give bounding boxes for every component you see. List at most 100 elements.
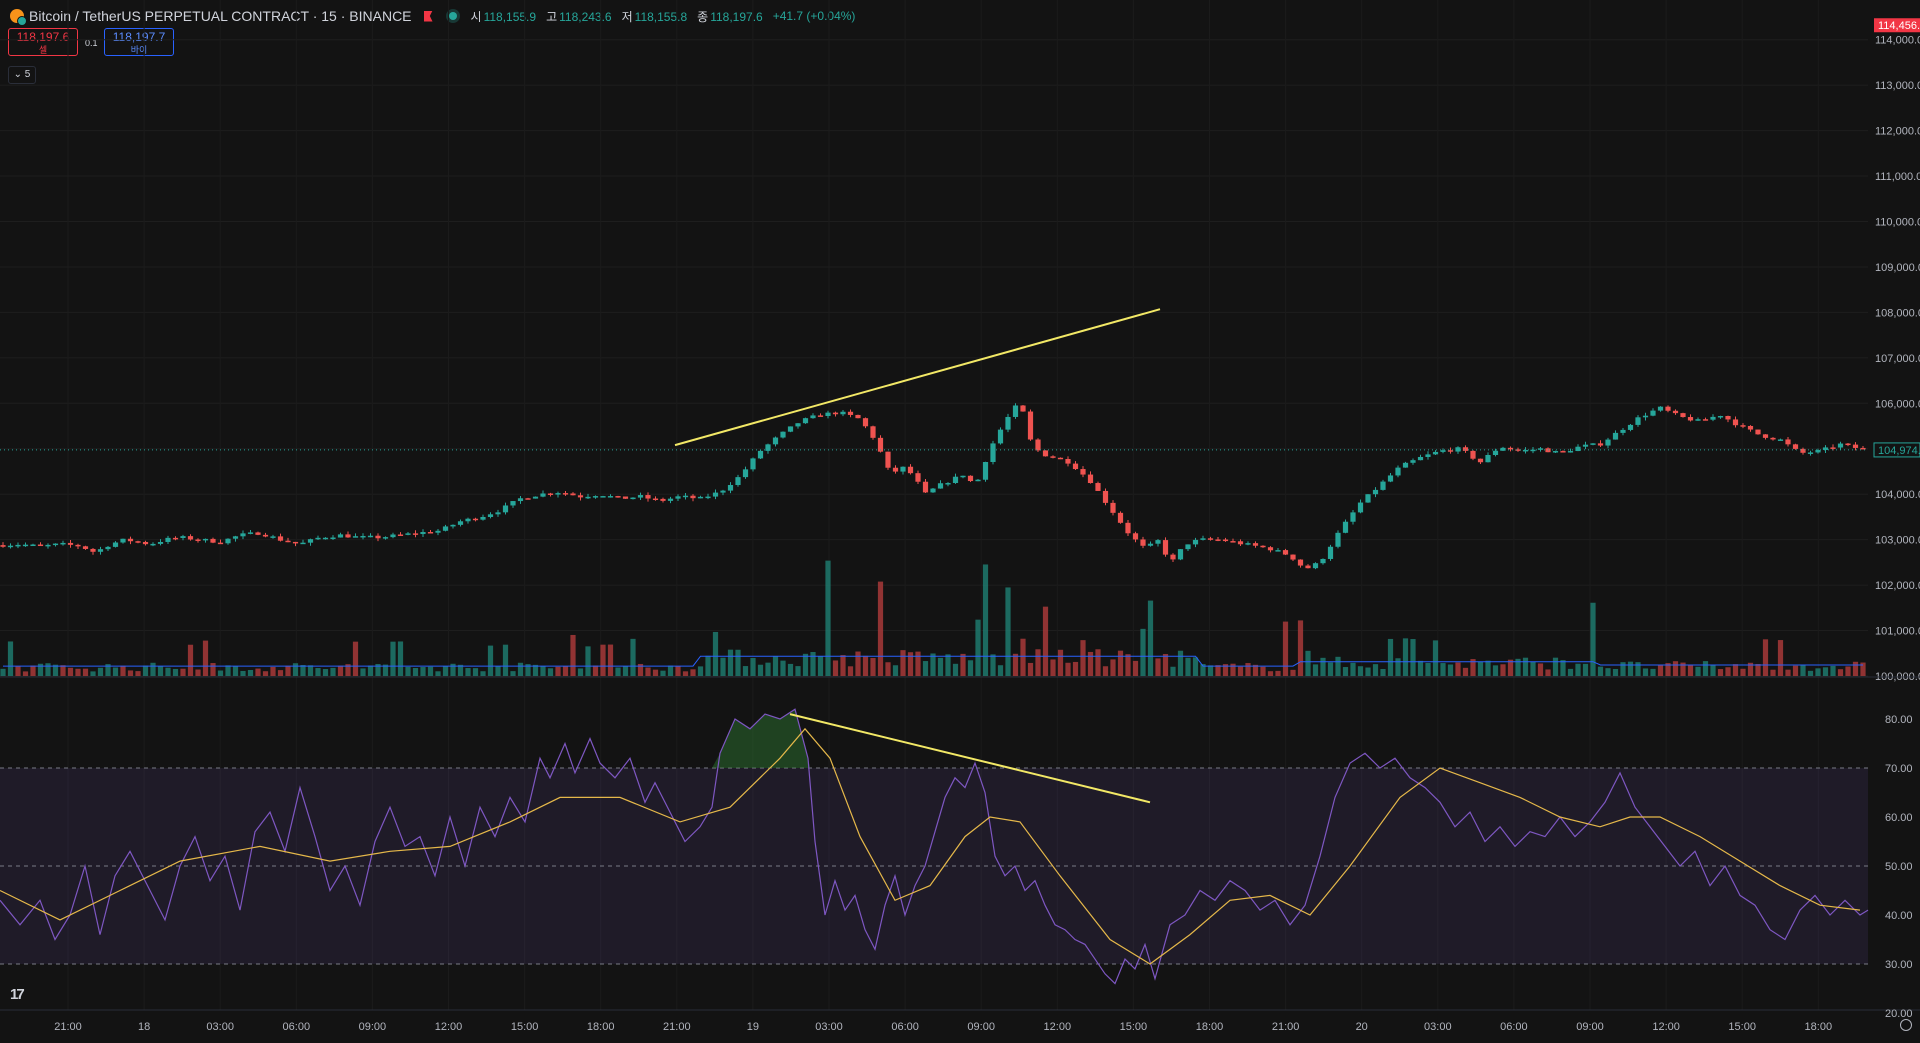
candle-body bbox=[1057, 457, 1064, 460]
top-price-label: 114,456. bbox=[1878, 20, 1920, 32]
candle-body bbox=[1792, 444, 1799, 449]
volume-bar bbox=[1237, 666, 1244, 676]
volume-bar bbox=[1282, 621, 1289, 676]
volume-bar bbox=[922, 661, 929, 676]
candle-body bbox=[52, 543, 59, 546]
volume-bar bbox=[937, 657, 944, 676]
candle-body bbox=[1725, 415, 1731, 420]
volume-bar bbox=[1665, 663, 1671, 676]
candle-body bbox=[975, 479, 981, 482]
candle-body bbox=[1147, 543, 1154, 546]
candle-body bbox=[1605, 439, 1611, 446]
candle-body bbox=[487, 514, 494, 517]
candle-body bbox=[1447, 450, 1454, 452]
volume-bar bbox=[450, 663, 456, 676]
volume-bar bbox=[570, 634, 576, 676]
time-tick-label: 12:00 bbox=[1652, 1021, 1680, 1033]
candle-body bbox=[750, 458, 756, 470]
volume-bar bbox=[652, 669, 659, 676]
volume-bar bbox=[945, 654, 951, 676]
volume-bar bbox=[1605, 668, 1611, 676]
time-tick-label: 15:00 bbox=[511, 1021, 539, 1033]
candle-body bbox=[1072, 463, 1079, 470]
candle-body bbox=[157, 541, 164, 544]
rsi-trendline bbox=[789, 713, 1151, 804]
volume-bar bbox=[622, 665, 629, 676]
candle-body bbox=[1747, 425, 1754, 430]
candle-body bbox=[0, 545, 6, 547]
volume-bar bbox=[1020, 638, 1026, 676]
candle-body bbox=[712, 492, 719, 497]
volume-bar bbox=[1650, 668, 1656, 676]
candle-body bbox=[337, 534, 344, 538]
candle-body bbox=[1522, 449, 1529, 452]
volume-bar bbox=[45, 663, 51, 676]
volume-bar bbox=[1852, 661, 1859, 676]
tradingview-logo[interactable]: 17 bbox=[10, 986, 25, 1003]
candle-body bbox=[1327, 546, 1334, 559]
volume-bar bbox=[127, 670, 134, 676]
candle-body bbox=[675, 496, 681, 499]
volume-bar bbox=[1567, 668, 1574, 676]
candle-body bbox=[1492, 450, 1499, 456]
volume-bar bbox=[435, 671, 441, 676]
volume-bar bbox=[600, 644, 606, 676]
volume-bar bbox=[75, 668, 81, 676]
sell-button[interactable]: 118,197.6 셀 bbox=[8, 28, 78, 56]
volume-bar bbox=[825, 560, 831, 676]
candle-body bbox=[1845, 443, 1851, 446]
candle-body bbox=[1777, 439, 1784, 441]
candle-body bbox=[1207, 538, 1214, 540]
volume-bar bbox=[195, 669, 201, 676]
candle-body bbox=[135, 541, 141, 543]
volume-bar bbox=[15, 666, 21, 676]
candle-body bbox=[67, 542, 74, 545]
candle-body bbox=[1732, 419, 1739, 426]
volume-bar bbox=[1627, 661, 1634, 676]
volume-bar bbox=[1372, 664, 1379, 676]
candle-body bbox=[1567, 451, 1574, 453]
buy-price: 118,197.7 bbox=[112, 30, 166, 44]
volume-bar bbox=[1732, 664, 1739, 676]
volume-bar bbox=[757, 664, 764, 676]
ohlc-open: 시 118,155.9 bbox=[470, 9, 537, 24]
candle-body bbox=[1440, 450, 1446, 452]
candle-body bbox=[945, 483, 951, 485]
candle-body bbox=[592, 496, 599, 498]
candle-body bbox=[682, 495, 689, 498]
volume-bar bbox=[382, 664, 389, 676]
time-tick-label: 12:00 bbox=[435, 1021, 463, 1033]
candle-body bbox=[1350, 512, 1356, 522]
volume-bar bbox=[1432, 640, 1439, 676]
candle-body bbox=[780, 431, 786, 438]
volume-bar bbox=[262, 671, 269, 676]
candle-body bbox=[285, 540, 291, 543]
candle-body bbox=[817, 415, 824, 417]
price-change: +41.7 (+0.04%) bbox=[772, 9, 856, 23]
volume-bar bbox=[360, 668, 366, 676]
indicators-toggle-button[interactable]: ⌄ 5 bbox=[8, 66, 36, 84]
candle-body bbox=[360, 535, 366, 538]
buy-button[interactable]: 118,197.7 바이 bbox=[104, 28, 174, 56]
volume-bar bbox=[375, 664, 381, 676]
volume-bar bbox=[705, 655, 711, 676]
candle-body bbox=[1530, 449, 1536, 452]
time-tick-label: 09:00 bbox=[359, 1021, 387, 1033]
candle-body bbox=[547, 493, 554, 495]
flag-icon[interactable] bbox=[423, 10, 433, 22]
candle-body bbox=[1065, 458, 1071, 464]
volume-bar bbox=[1080, 640, 1086, 676]
volume-bar bbox=[967, 660, 974, 676]
volume-bar bbox=[915, 651, 921, 676]
candle-body bbox=[1035, 439, 1041, 451]
rsi-band-background bbox=[0, 768, 1868, 964]
candle-body bbox=[97, 549, 104, 552]
candle-body bbox=[315, 537, 321, 540]
volume-bar bbox=[1462, 667, 1469, 676]
gear-icon[interactable] bbox=[1900, 1019, 1912, 1031]
time-tick-label: 18:00 bbox=[587, 1021, 615, 1033]
volume-bar bbox=[1185, 657, 1191, 676]
rsi-tick-label: 50.00 bbox=[1885, 861, 1913, 873]
candle-body bbox=[180, 536, 186, 539]
